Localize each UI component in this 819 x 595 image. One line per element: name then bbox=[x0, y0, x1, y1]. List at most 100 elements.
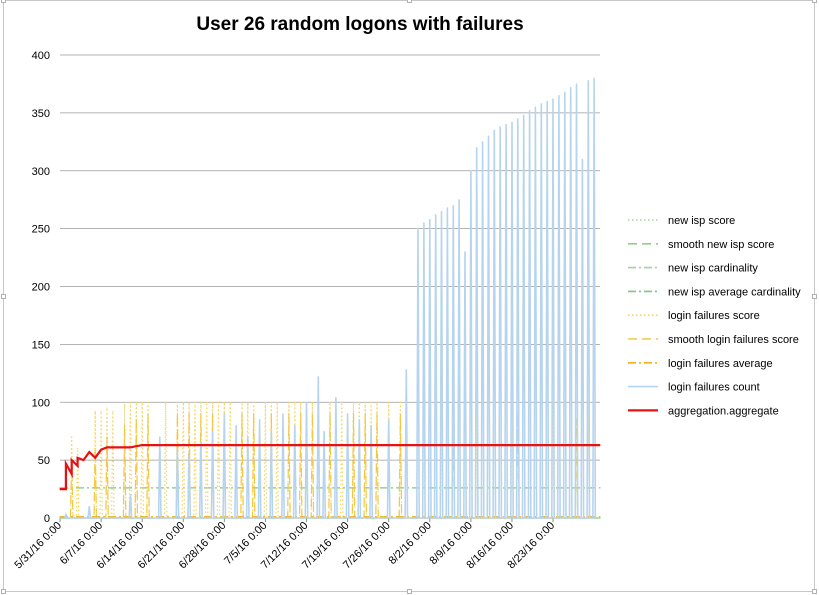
data-point bbox=[106, 446, 108, 448]
data-point bbox=[358, 401, 360, 403]
data-point bbox=[123, 403, 126, 406]
resize-handle-left[interactable] bbox=[1, 294, 6, 299]
data-point bbox=[212, 430, 214, 432]
data-point bbox=[253, 401, 255, 403]
data-point bbox=[347, 413, 349, 415]
data-point bbox=[599, 444, 601, 446]
data-point bbox=[546, 100, 548, 102]
y-tick-label: 100 bbox=[32, 397, 50, 409]
data-point bbox=[370, 401, 372, 403]
data-point bbox=[77, 465, 79, 467]
data-point bbox=[71, 436, 73, 438]
data-point bbox=[517, 118, 519, 120]
data-point bbox=[88, 505, 90, 508]
plot-series-group bbox=[59, 77, 601, 519]
data-point bbox=[206, 401, 208, 403]
data-point bbox=[141, 444, 143, 446]
legend-label: smooth new isp score bbox=[668, 239, 774, 251]
data-point bbox=[88, 451, 90, 453]
resize-handle-bottom-right[interactable] bbox=[812, 589, 817, 594]
data-point bbox=[388, 401, 390, 403]
data-point bbox=[487, 135, 490, 137]
data-point bbox=[599, 517, 601, 519]
x-tick-label: 8/2/16 0:00 bbox=[386, 520, 433, 567]
legend-label: login failures average bbox=[668, 358, 773, 370]
data-point bbox=[229, 401, 231, 403]
data-point bbox=[323, 430, 325, 432]
legend-label: smooth login failures score bbox=[668, 334, 799, 346]
data-point bbox=[106, 436, 108, 438]
data-point bbox=[247, 436, 249, 438]
data-point bbox=[405, 369, 407, 371]
data-point bbox=[376, 401, 378, 403]
data-point bbox=[464, 251, 466, 253]
data-point bbox=[176, 413, 178, 415]
data-point bbox=[65, 462, 67, 465]
y-tick-label: 150 bbox=[32, 339, 50, 351]
legend-label: new isp cardinality bbox=[668, 263, 758, 275]
data-point bbox=[270, 401, 272, 403]
resize-handle-right[interactable] bbox=[812, 294, 817, 299]
data-point bbox=[65, 513, 67, 516]
data-point bbox=[282, 413, 284, 415]
data-point bbox=[141, 401, 143, 403]
data-point bbox=[123, 424, 126, 426]
data-point bbox=[440, 210, 443, 212]
data-point bbox=[194, 401, 196, 403]
legend-label: login failures score bbox=[668, 310, 760, 322]
data-point bbox=[528, 109, 531, 112]
resize-handle-top[interactable] bbox=[407, 0, 412, 3]
data-point bbox=[71, 459, 73, 461]
data-point bbox=[59, 517, 61, 519]
data-point bbox=[388, 419, 390, 421]
data-point bbox=[217, 401, 220, 403]
data-point bbox=[147, 413, 149, 415]
data-point bbox=[429, 218, 431, 220]
data-point bbox=[100, 449, 102, 451]
legend-label: new isp score bbox=[668, 215, 735, 227]
data-point bbox=[288, 413, 290, 415]
y-tick-label: 400 bbox=[32, 50, 50, 62]
data-point bbox=[552, 98, 554, 100]
resize-handle-top-right[interactable] bbox=[812, 0, 817, 3]
resize-handle-bottom-left[interactable] bbox=[1, 589, 6, 594]
data-point bbox=[358, 419, 360, 421]
data-point bbox=[147, 401, 149, 403]
data-point bbox=[135, 419, 137, 421]
legend-label: new isp average cardinality bbox=[668, 286, 801, 298]
data-point bbox=[253, 413, 255, 415]
data-point bbox=[300, 401, 302, 403]
data-point bbox=[599, 516, 601, 518]
data-point bbox=[200, 401, 202, 403]
data-point bbox=[364, 401, 366, 403]
data-point bbox=[188, 401, 190, 403]
data-point bbox=[564, 91, 566, 93]
data-point bbox=[482, 141, 484, 143]
data-point bbox=[352, 401, 355, 403]
data-point bbox=[241, 413, 243, 415]
data-point bbox=[423, 222, 425, 224]
data-point bbox=[223, 401, 225, 403]
data-point bbox=[59, 516, 61, 518]
data-point bbox=[129, 446, 132, 448]
data-point bbox=[106, 407, 108, 409]
data-point bbox=[294, 424, 296, 426]
data-point bbox=[364, 413, 366, 415]
data-point bbox=[499, 126, 501, 128]
data-point bbox=[305, 401, 308, 403]
y-tick-label: 200 bbox=[32, 282, 50, 294]
resize-handle-bottom[interactable] bbox=[407, 589, 412, 594]
data-point bbox=[417, 228, 419, 230]
data-point bbox=[288, 401, 290, 403]
data-point bbox=[575, 83, 578, 85]
x-tick-label: 5/31/16 0:00 bbox=[12, 520, 64, 572]
data-point bbox=[247, 401, 249, 403]
data-point bbox=[446, 207, 448, 209]
data-point bbox=[258, 419, 261, 421]
data-point bbox=[129, 494, 132, 496]
legend-label: aggregation.aggregate bbox=[668, 405, 779, 417]
resize-handle-top-left[interactable] bbox=[1, 0, 6, 3]
data-point bbox=[311, 401, 313, 403]
data-point bbox=[82, 459, 85, 461]
